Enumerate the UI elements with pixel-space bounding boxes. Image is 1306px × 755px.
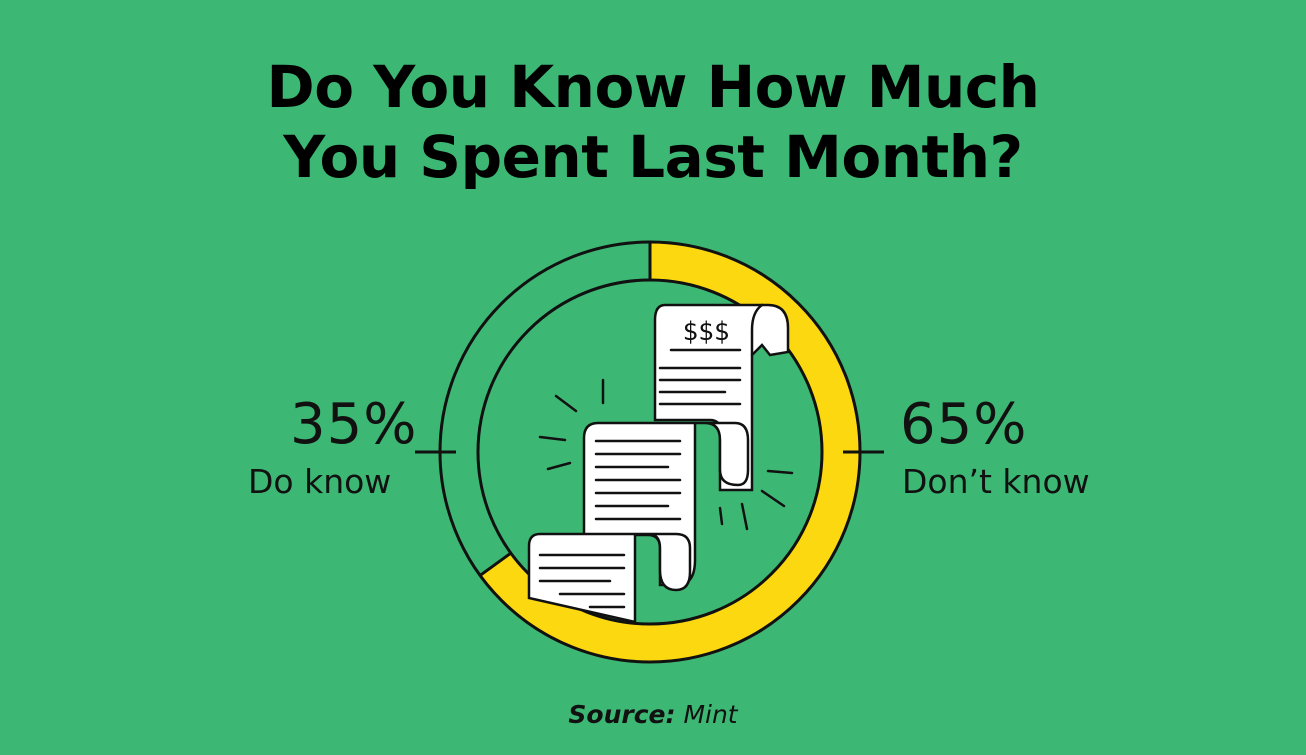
burst-lines-icon [538,378,794,531]
receipt-dollar-signs: $$$ [683,317,730,347]
title-line-1: Do You Know How Much [266,53,1040,121]
value-label-do-know: 35% [290,392,418,457]
slice-dividers [479,242,652,577]
source-label: Source: [568,700,676,729]
receipt-icon: $$$ [527,303,794,624]
category-label-do-know: Do know [248,462,392,501]
donut-slices [440,242,860,662]
source-value: Mint [683,700,738,729]
slice-divider [479,551,512,577]
category-label-dont-know: Don’t know [902,462,1090,501]
value-label-dont-know: 65% [900,392,1028,457]
source-note: Source: Mint [0,700,1306,729]
donut-slice-do-know [440,242,650,576]
chart-title: Do You Know How Much You Spent Last Mont… [0,52,1306,192]
title-line-2: You Spent Last Month? [283,123,1023,191]
